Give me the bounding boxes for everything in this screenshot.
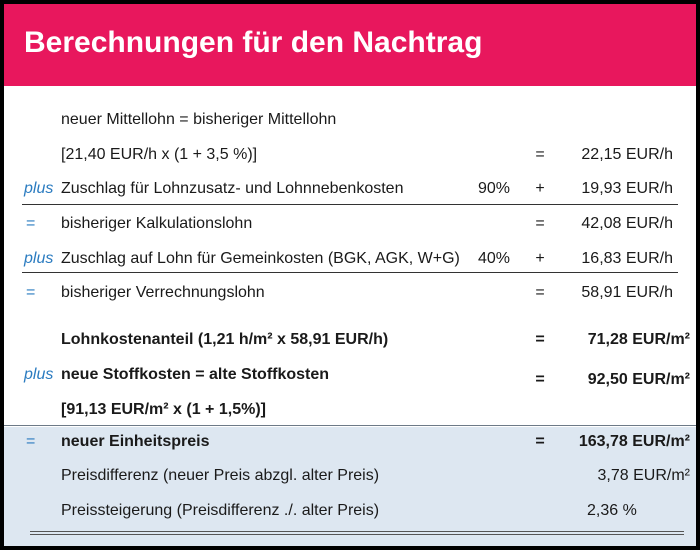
row-value-wage-surcharge: 19,93 EUR/h [581, 180, 673, 197]
result-highlight-band [4, 427, 696, 546]
row-prefix-plus: plus [24, 250, 54, 267]
row-prefix-plus: plus [24, 366, 54, 383]
row-label-new-mean-wage: neuer Mittellohn = bisheriger Mittellohn [61, 111, 337, 128]
row-value-labor-cost-share: 71,28 EUR/m² [587, 331, 690, 348]
row-operator: + [535, 180, 545, 197]
row-operator: = [535, 433, 545, 450]
row-operator: = [535, 146, 545, 163]
row-label-price-difference: Preisdifferenz (neuer Preis abzgl. alter… [61, 467, 380, 484]
row-value-overhead-surcharge: 16,83 EUR/h [581, 250, 673, 267]
row-value-billing-wage: 58,91 EUR/h [581, 284, 673, 301]
row-prefix-equals: = [26, 433, 36, 450]
row-label-material-costs: neue Stoffkosten = alte Stoffkosten [61, 366, 330, 383]
header-bar: Berechnungen für den Nachtrag [4, 4, 696, 86]
row-operator: = [535, 284, 545, 301]
row-label-wage-surcharge: Zuschlag für Lohnzusatz- und Lohnnebenko… [61, 180, 404, 197]
row-prefix-plus: plus [24, 180, 54, 197]
double-rule-bottom [30, 534, 684, 535]
row-label-overhead-surcharge: Zuschlag auf Lohn für Gemeinkosten (BGK,… [61, 250, 460, 267]
result-top-divider [4, 425, 696, 426]
sum-divider [22, 204, 678, 205]
row-label-calculation-wage: bisheriger Kalkulationslohn [61, 215, 253, 232]
row-prefix-equals: = [26, 284, 36, 301]
sum-divider [22, 272, 678, 273]
row-label-mean-wage-formula: [21,40 EUR/h x (1 + 3,5 %)] [61, 146, 258, 163]
row-operator: = [535, 371, 545, 388]
row-label-price-increase: Preissteigerung (Preisdifferenz ./. alte… [61, 502, 380, 519]
row-operator: = [535, 331, 545, 348]
calculation-card: Berechnungen für den Nachtrag neuer Mitt… [4, 4, 696, 546]
row-value-new-unit-price: 163,78 EUR/m² [578, 433, 690, 450]
row-label-material-formula: [91,13 EUR/m² x (1 + 1,5%)] [61, 401, 266, 418]
double-rule-top [30, 531, 684, 532]
page-title: Berechnungen für den Nachtrag [24, 26, 483, 59]
row-operator: + [535, 250, 545, 267]
row-prefix-equals: = [26, 215, 36, 232]
row-label-new-unit-price: neuer Einheitspreis [61, 433, 210, 450]
row-value-material-costs: 92,50 EUR/m² [587, 371, 690, 388]
row-label-billing-wage: bisheriger Verrechnungslohn [61, 284, 265, 301]
row-percent: 90% [478, 180, 511, 197]
row-value-price-increase: 2,36 % [587, 502, 637, 519]
row-value-mean-wage: 22,15 EUR/h [581, 146, 673, 163]
row-operator: = [535, 215, 545, 232]
row-label-labor-cost-share: Lohnkostenanteil (1,21 h/m² x 58,91 EUR/… [61, 331, 389, 348]
row-value-price-difference: 3,78 EUR/m² [597, 467, 690, 484]
row-percent: 40% [478, 250, 511, 267]
row-value-calculation-wage: 42,08 EUR/h [581, 215, 673, 232]
